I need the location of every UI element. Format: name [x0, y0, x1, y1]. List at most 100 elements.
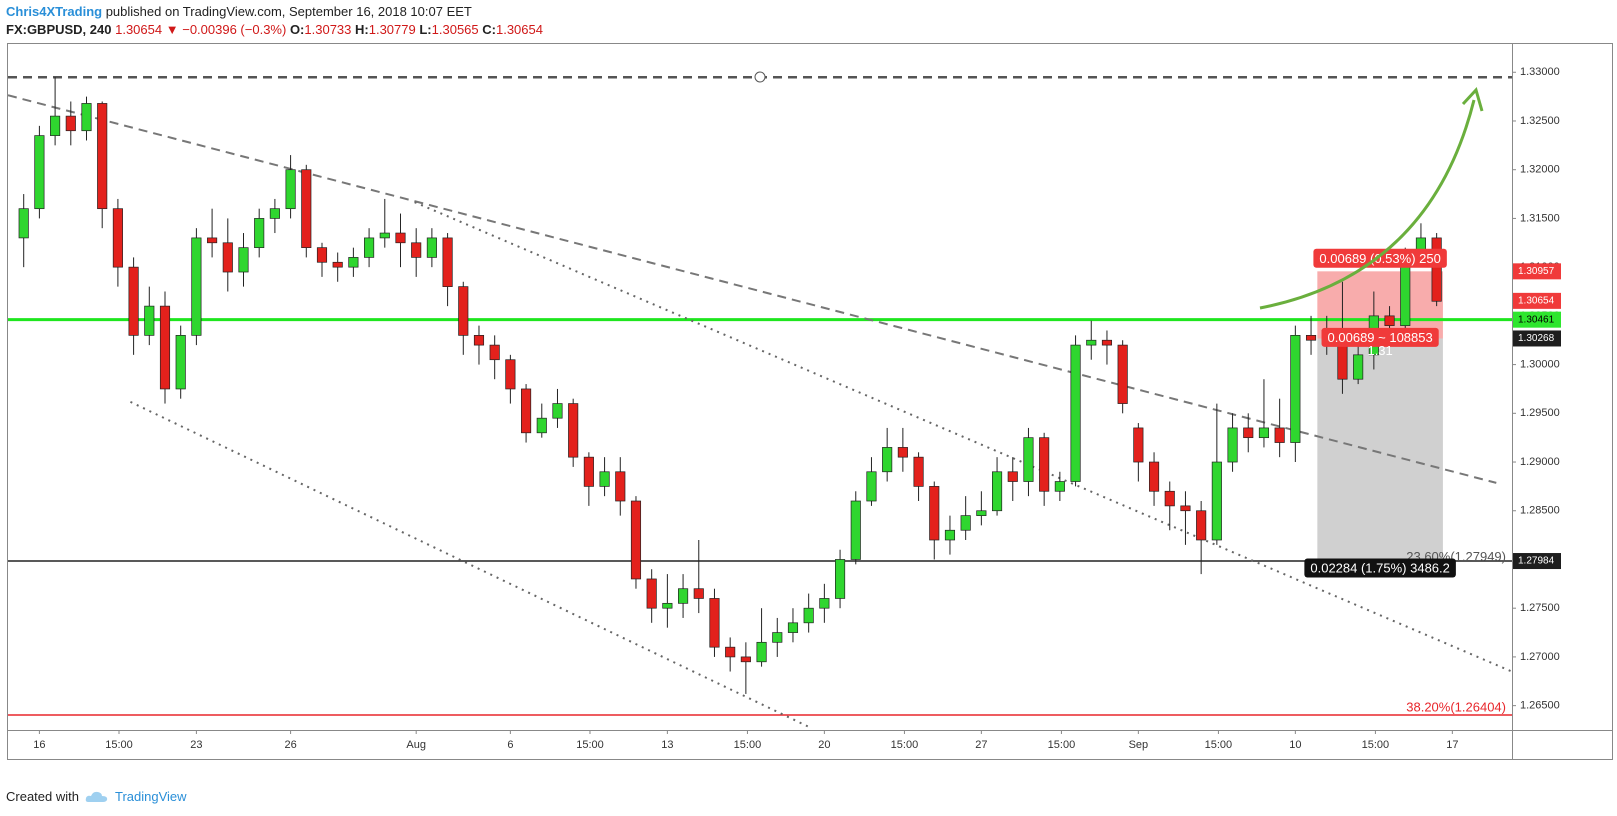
trend-line	[130, 401, 811, 729]
candle-body	[1117, 344, 1128, 404]
candle-body	[1258, 427, 1270, 439]
candle-body	[1384, 315, 1395, 326]
candle-body	[662, 602, 673, 609]
axes: 1.330001.325001.320001.315001.310001.305…	[33, 66, 1561, 751]
candle-body	[615, 471, 626, 502]
y-tick-label: 1.28500	[1520, 505, 1560, 517]
x-tick-label: 13	[661, 739, 673, 751]
candle-body	[976, 510, 987, 516]
price-label: 1.30654	[1518, 296, 1555, 307]
stop-zone	[1317, 338, 1443, 562]
candle-body	[379, 232, 390, 239]
x-tick-label: Sep	[1129, 739, 1149, 751]
candle-body	[850, 500, 861, 560]
price-label-box	[1513, 553, 1561, 570]
candle-body	[1007, 471, 1018, 482]
x-tick-label: 15:00	[105, 739, 133, 751]
candle-body	[97, 103, 108, 210]
o: 1.30733	[304, 22, 352, 37]
line-handle[interactable]	[754, 71, 766, 83]
candle-body	[301, 169, 312, 249]
candle-body	[819, 598, 830, 609]
candle-body	[1180, 505, 1191, 512]
candle-body	[960, 515, 971, 531]
footer: Created with TradingView	[6, 789, 187, 804]
c-key: C:	[482, 22, 496, 37]
candle-body	[316, 247, 328, 263]
candle-body	[678, 588, 689, 604]
candle-body	[81, 103, 92, 132]
candle-body	[1023, 437, 1034, 482]
y-tick-label: 1.32500	[1520, 115, 1560, 127]
l-key: L:	[419, 22, 432, 37]
candle-body	[395, 232, 406, 244]
y-tick-label: 1.31500	[1520, 212, 1560, 224]
candle-body	[1227, 427, 1238, 463]
author[interactable]: Chris4XTrading	[6, 4, 103, 19]
candle-body	[709, 598, 720, 648]
candle-body	[646, 578, 657, 609]
y-tick-label: 1.27500	[1520, 602, 1560, 614]
candle-body	[254, 218, 265, 249]
candle-body	[1133, 427, 1144, 463]
candle-body	[1196, 510, 1207, 541]
candle-body	[348, 257, 359, 268]
brand[interactable]: TradingView	[114, 789, 187, 804]
candle-body	[693, 588, 704, 599]
candle-body	[1086, 339, 1097, 346]
y-tick-label: 1.33000	[1520, 66, 1560, 78]
candle-body	[536, 417, 547, 434]
candle-body	[897, 447, 908, 458]
candle-body	[50, 115, 61, 136]
candle-body	[1274, 427, 1285, 443]
candle-body	[505, 359, 516, 390]
candle-body	[583, 456, 594, 487]
candle-body	[599, 471, 610, 487]
price-label: 1.30268	[1518, 333, 1555, 344]
x-tick-label: 15:00	[891, 739, 919, 751]
x-tick-label: 15:00	[1362, 739, 1390, 751]
candle-body	[630, 500, 642, 580]
candle-body	[489, 344, 500, 361]
candle-body	[1211, 461, 1222, 541]
x-tick-label: 20	[818, 739, 830, 751]
candle-body	[568, 403, 579, 458]
x-tick-label: 16	[33, 739, 45, 751]
y-tick-label: 1.27000	[1520, 651, 1560, 663]
l: 1.30565	[431, 22, 479, 37]
y-tick-label: 1.32000	[1520, 164, 1560, 176]
candle-body	[442, 237, 453, 287]
arrow: ▼	[165, 22, 179, 37]
candle-body	[128, 266, 139, 336]
y-tick-label: 1.29000	[1520, 456, 1560, 468]
trend-line	[414, 201, 1512, 673]
y-tick-label: 1.29500	[1520, 407, 1560, 419]
candle-body	[992, 471, 1003, 512]
candle-body	[1070, 344, 1081, 482]
chart: 23.60%(1.27949)38.20%(1.26404)0.00689 (0…	[7, 43, 1613, 760]
symbol-line: FX:GBPUSD, 240 1.30654 ▼ −0.00396 (−0.3%…	[6, 21, 543, 39]
candle-body	[269, 208, 280, 219]
candle-body	[65, 115, 76, 132]
candle-body	[756, 641, 767, 663]
candle-body	[787, 622, 799, 633]
candle-body	[175, 335, 186, 390]
candle-body	[521, 388, 532, 434]
candle-body	[1353, 354, 1364, 380]
h-key: H:	[355, 22, 369, 37]
candle-body	[34, 135, 45, 210]
candle-body	[285, 169, 296, 210]
candle-body	[944, 529, 956, 541]
candle-body	[458, 286, 469, 336]
price-label-box	[1513, 330, 1561, 347]
x-tick-label: 15:00	[734, 739, 762, 751]
plot: 23.60%(1.27949)38.20%(1.26404)0.00689 (0…	[8, 75, 1512, 729]
h: 1.30779	[368, 22, 416, 37]
frame	[7, 43, 1613, 760]
arrow-head	[1461, 87, 1484, 112]
candle-body	[207, 237, 218, 244]
entry-sub-label: 1.31	[1367, 343, 1392, 358]
y-tick-label: 1.26500	[1520, 700, 1560, 712]
x-tick-label: 17	[1446, 739, 1458, 751]
candle-body	[411, 242, 422, 258]
